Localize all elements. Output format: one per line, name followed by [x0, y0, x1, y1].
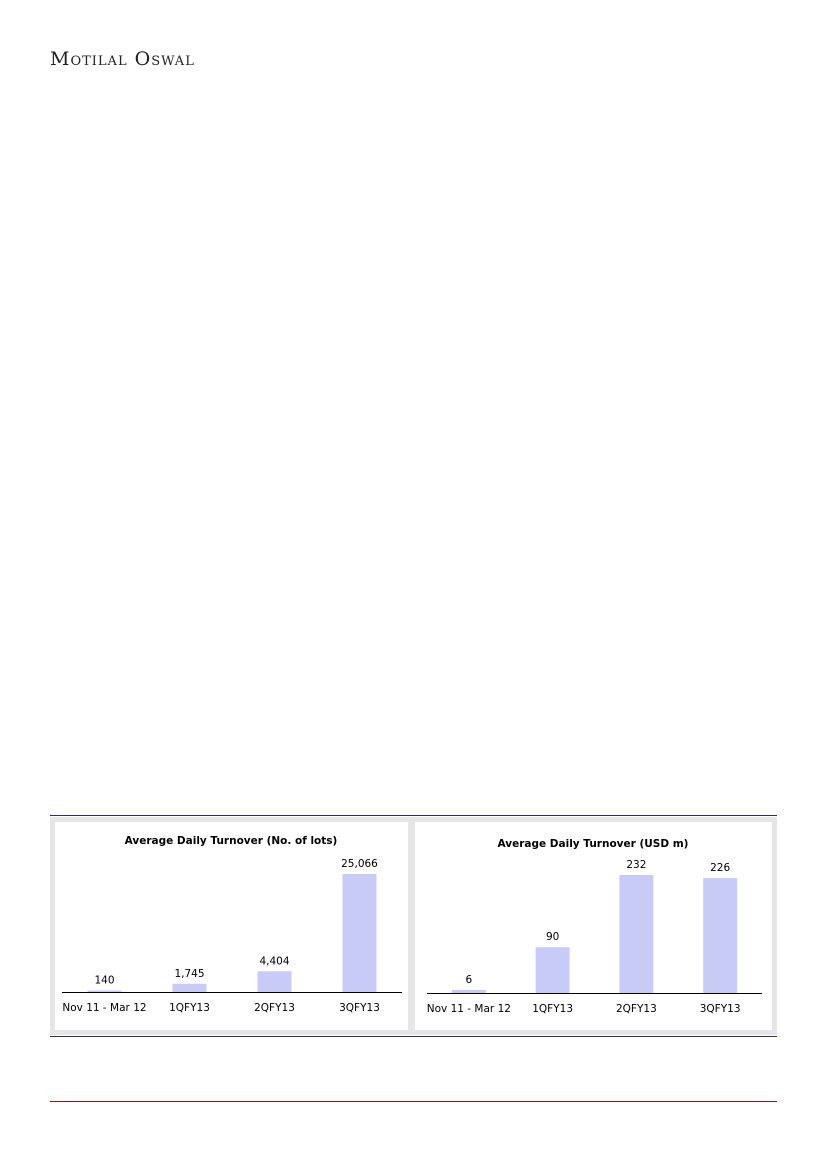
bar [172, 983, 207, 992]
brand-logo: Motilal Oswal [50, 48, 195, 70]
footer-rule [50, 1101, 777, 1102]
x-tick-label: 2QFY13 [616, 1003, 657, 1015]
x-tick-label: 3QFY13 [339, 1002, 380, 1014]
x-tick-label: Nov 11 - Mar 12 [427, 1003, 511, 1015]
bar [535, 947, 570, 993]
x-tick-label: 2QFY13 [254, 1002, 295, 1014]
bar [703, 878, 738, 993]
data-label: 90 [546, 931, 559, 943]
data-label: 232 [626, 859, 646, 871]
chart-lots: Average Daily Turnover (No. of lots) 140 N… [62, 835, 402, 1014]
figure-bottom-rule [50, 1036, 777, 1037]
x-tick-label: Nov 11 - Mar 12 [62, 1002, 146, 1014]
chart-panel-lots: Average Daily Turnover (No. of lots) 140 N… [55, 822, 408, 1030]
chart-title: Average Daily Turnover (No. of lots) [125, 835, 338, 847]
data-label: 226 [710, 862, 730, 874]
bar [619, 875, 654, 993]
data-label: 4,404 [259, 955, 289, 967]
bar [451, 989, 486, 993]
x-tick-label: 3QFY13 [700, 1003, 741, 1015]
data-label: 6 [466, 974, 473, 986]
bar [257, 971, 292, 992]
data-label: 25,066 [341, 858, 378, 870]
data-label: 1,745 [174, 968, 204, 980]
x-tick-label: 1QFY13 [532, 1003, 573, 1015]
chart-panel-usd: Average Daily Turnover (USD m) 6 Nov 11 - … [415, 822, 772, 1030]
figure-top-rule [50, 815, 777, 816]
chart-usd: Average Daily Turnover (USD m) 6 Nov 11 - … [427, 838, 762, 1015]
bar [342, 874, 377, 992]
x-tick-label: 1QFY13 [169, 1002, 210, 1014]
data-label: 140 [94, 975, 114, 987]
chart-title: Average Daily Turnover (USD m) [498, 838, 689, 850]
bar [87, 990, 122, 992]
